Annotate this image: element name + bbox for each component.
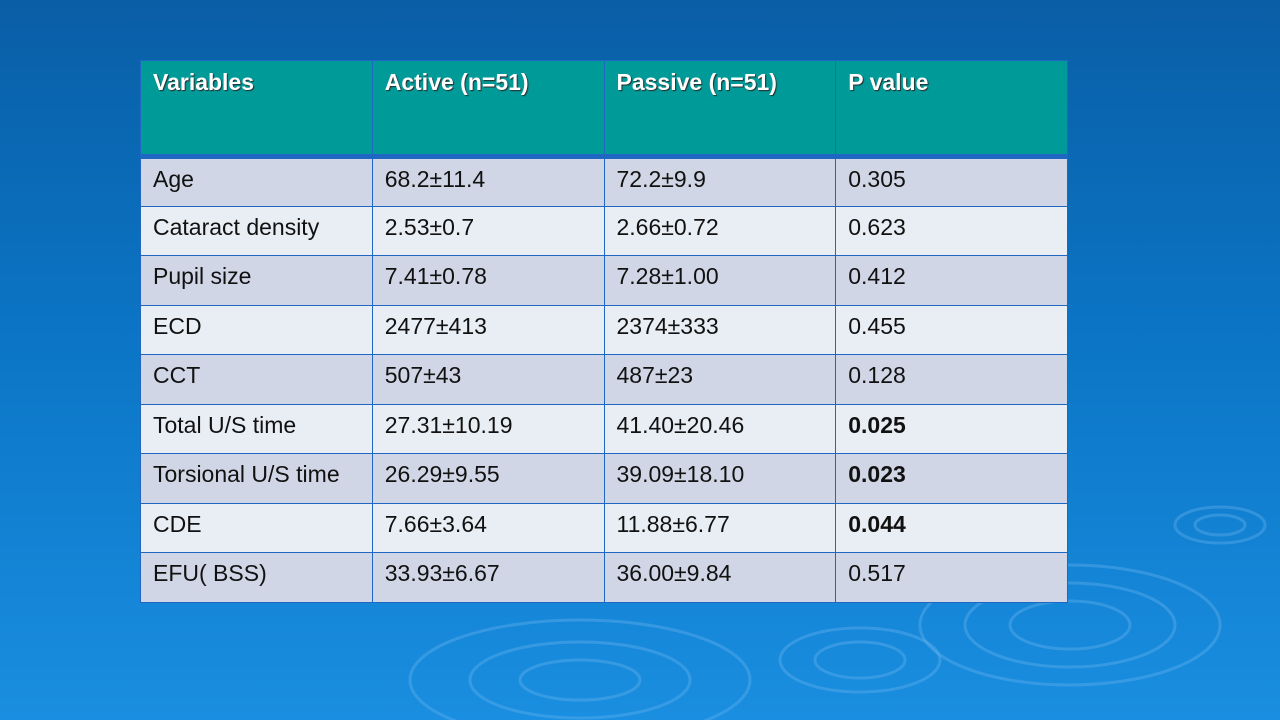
- cell-active: 507±43: [371, 354, 605, 405]
- cell-variable: Cataract density: [140, 205, 373, 256]
- cell-active: 7.41±0.78: [371, 255, 605, 306]
- cell-active: 68.2±11.4: [371, 156, 605, 207]
- header-variables: Variables: [140, 60, 373, 159]
- cell-variable: CDE: [140, 502, 373, 553]
- cell-passive: 2.66±0.72: [603, 205, 837, 256]
- table-row: Cataract density 2.53±0.7 2.66±0.72 0.623: [140, 205, 1068, 256]
- cell-passive: 7.28±1.00: [603, 255, 837, 306]
- cell-p-value: 0.025: [835, 403, 1068, 454]
- cell-active: 7.66±3.64: [371, 502, 605, 553]
- cell-p-value: 0.455: [835, 304, 1068, 355]
- cell-passive: 36.00±9.84: [603, 552, 837, 603]
- cell-variable: Pupil size: [140, 255, 373, 306]
- header-passive: Passive (n=51): [603, 60, 837, 159]
- table-row: Pupil size 7.41±0.78 7.28±1.00 0.412: [140, 255, 1068, 306]
- cell-p-value: 0.412: [835, 255, 1068, 306]
- table-row: EFU( BSS) 33.93±6.67 36.00±9.84 0.517: [140, 552, 1068, 603]
- cell-active: 33.93±6.67: [371, 552, 605, 603]
- table-header-row: Variables Active (n=51) Passive (n=51) P…: [140, 60, 1068, 159]
- cell-variable: EFU( BSS): [140, 552, 373, 603]
- cell-p-value: 0.023: [835, 453, 1068, 504]
- cell-passive: 2374±333: [603, 304, 837, 355]
- cell-p-value: 0.623: [835, 205, 1068, 256]
- cell-p-value: 0.044: [835, 502, 1068, 553]
- header-active: Active (n=51): [371, 60, 605, 159]
- cell-p-value: 0.305: [835, 156, 1068, 207]
- cell-active: 26.29±9.55: [371, 453, 605, 504]
- cell-passive: 11.88±6.77: [603, 502, 837, 553]
- table-row: Torsional U/S time 26.29±9.55 39.09±18.10 0…: [140, 453, 1068, 504]
- cell-variable: CCT: [140, 354, 373, 405]
- cell-variable: Torsional U/S time: [140, 453, 373, 504]
- cell-variable: Age: [140, 156, 373, 207]
- cell-variable: Total U/S time: [140, 403, 373, 454]
- cell-active: 2477±413: [371, 304, 605, 355]
- cell-passive: 41.40±20.46: [603, 403, 837, 454]
- cell-active: 2.53±0.7: [371, 205, 605, 256]
- table-row: CCT 507±43 487±23 0.128: [140, 354, 1068, 405]
- comparison-table: Variables Active (n=51) Passive (n=51) P…: [140, 60, 1068, 603]
- cell-variable: ECD: [140, 304, 373, 355]
- cell-active: 27.31±10.19: [371, 403, 605, 454]
- table-row: Age 68.2±11.4 72.2±9.9 0.305: [140, 156, 1068, 207]
- cell-passive: 72.2±9.9: [603, 156, 837, 207]
- table-row: CDE 7.66±3.64 11.88±6.77 0.044: [140, 502, 1068, 553]
- table-row: Total U/S time 27.31±10.19 41.40±20.46 0.02…: [140, 403, 1068, 454]
- header-p-value: P value: [835, 60, 1068, 159]
- cell-passive: 487±23: [603, 354, 837, 405]
- cell-passive: 39.09±18.10: [603, 453, 837, 504]
- cell-p-value: 0.517: [835, 552, 1068, 603]
- table-row: ECD 2477±413 2374±333 0.455: [140, 304, 1068, 355]
- cell-p-value: 0.128: [835, 354, 1068, 405]
